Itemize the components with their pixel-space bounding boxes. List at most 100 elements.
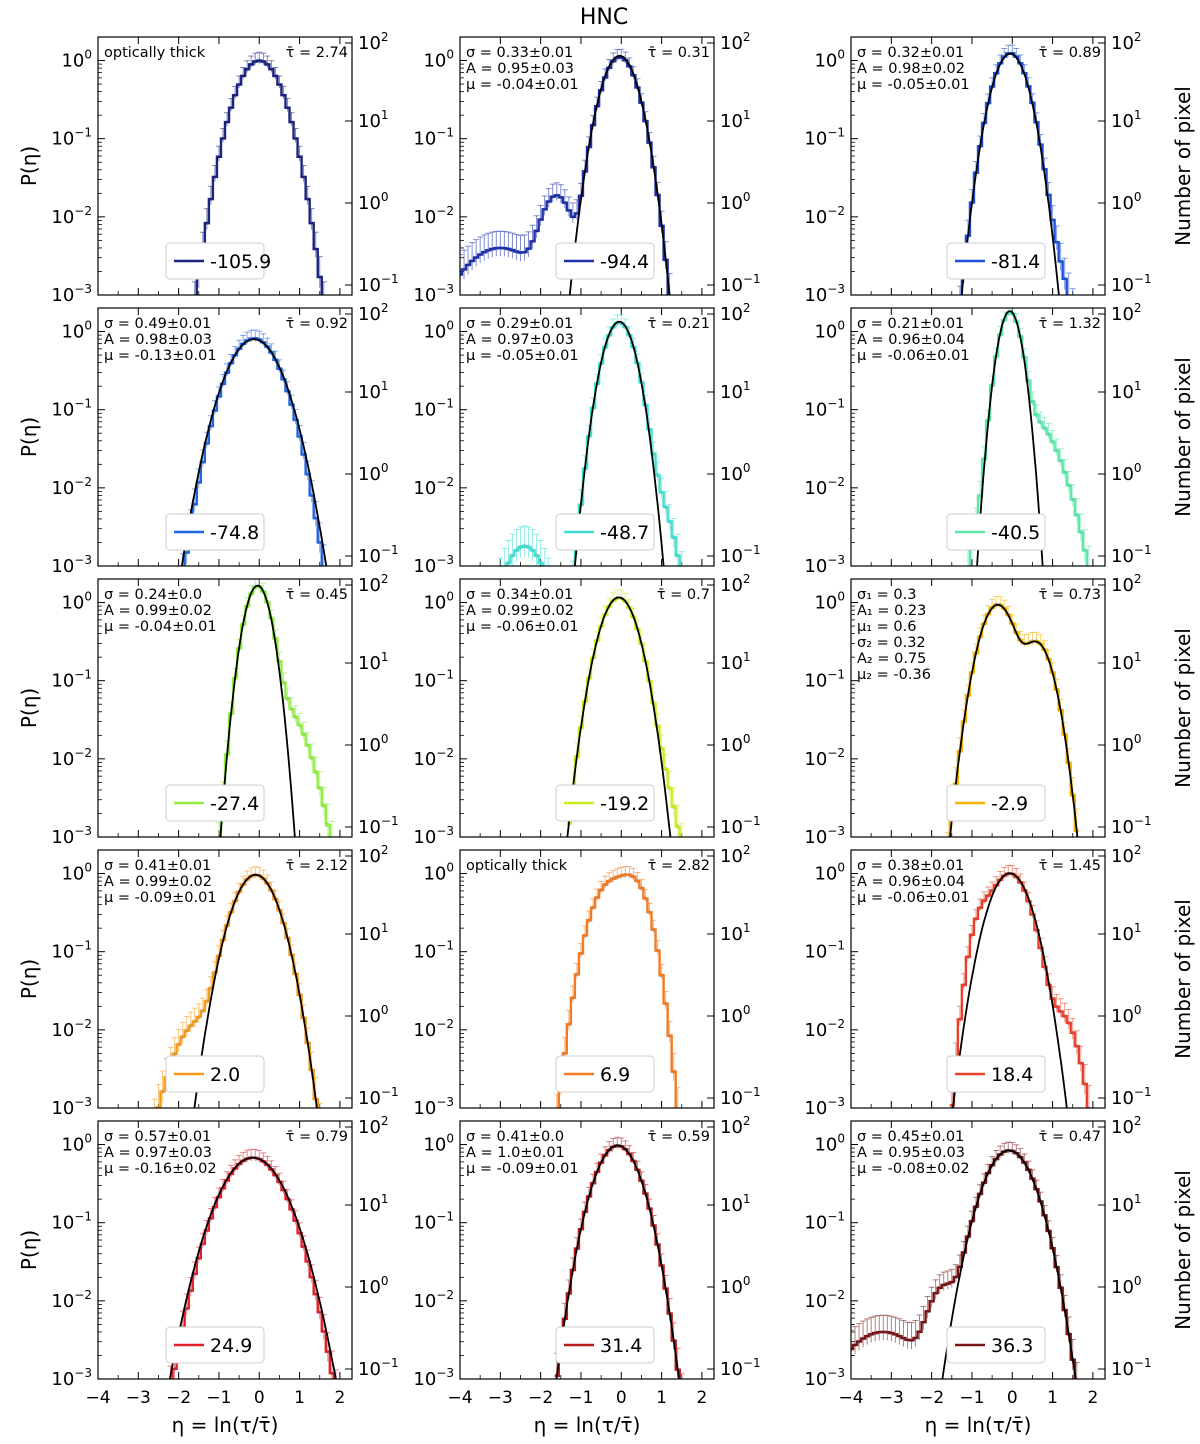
tick-exponent: −1 <box>827 397 845 411</box>
tick-exponent: 2 <box>743 1114 751 1128</box>
tick-base: 10 <box>61 322 84 343</box>
legend-box <box>165 1055 265 1093</box>
left-tick-label: 10−2 <box>413 1288 454 1312</box>
tick-base: 10 <box>358 1117 381 1138</box>
x-tick-label: −3 <box>126 1388 151 1408</box>
x-tick-label: −1 <box>959 1388 984 1408</box>
left-tick-label: 10−2 <box>804 746 845 770</box>
tick-base: 10 <box>358 1006 381 1027</box>
right-tick-label: 100 <box>358 190 389 214</box>
left-tick-label: 100 <box>814 48 845 72</box>
fit-curve <box>951 872 1068 1108</box>
fit-curve <box>568 54 671 295</box>
tick-base: 10 <box>51 400 74 421</box>
tick-exponent: −2 <box>74 475 92 489</box>
tick-exponent: 2 <box>381 843 389 857</box>
tick-base: 10 <box>1111 653 1134 674</box>
panel-frame <box>850 578 1106 838</box>
left-tick-label: 10−3 <box>804 824 845 848</box>
panel-frame <box>850 849 1106 1109</box>
tick-exponent: −2 <box>827 1288 845 1302</box>
tick-exponent: 0 <box>84 590 92 604</box>
tick-exponent: −2 <box>74 1288 92 1302</box>
data-point <box>330 844 334 848</box>
panel-data <box>565 589 685 837</box>
data-point <box>1087 568 1091 572</box>
left-tick-label: 10−1 <box>804 668 845 692</box>
tick-base: 10 <box>358 275 381 296</box>
left-tick-label: 10−1 <box>51 1210 92 1234</box>
tick-base: 10 <box>814 322 837 343</box>
left-tick-label: 10−3 <box>51 553 92 577</box>
tick-base: 10 <box>1111 817 1134 838</box>
legend-box <box>555 784 655 822</box>
right-tick-label: 100 <box>1111 1274 1142 1298</box>
legend: -2.9 <box>946 784 1046 822</box>
right-tick-label: 101 <box>720 1192 751 1216</box>
tick-base: 10 <box>413 1369 436 1390</box>
left-tick-label: 100 <box>423 48 454 72</box>
tick-base: 10 <box>358 924 381 945</box>
panel-frame <box>850 1120 1106 1380</box>
tick-base: 10 <box>804 1020 827 1041</box>
tick-base: 10 <box>720 575 743 596</box>
tick-exponent: 1 <box>1134 379 1142 393</box>
tick-exponent: 0 <box>446 319 454 333</box>
tick-base: 10 <box>804 671 827 692</box>
legend-box <box>555 1326 655 1364</box>
tick-exponent: 0 <box>84 861 92 875</box>
panel-annotation: σ = 0.29±0.01 <box>466 316 573 332</box>
right-axis-label: Number of pixel <box>1171 357 1195 517</box>
tick-exponent: −1 <box>1134 272 1152 286</box>
data-point <box>680 575 684 579</box>
tick-base: 10 <box>51 1098 74 1119</box>
left-tick-label: 10−3 <box>804 553 845 577</box>
panel-data <box>956 44 1076 295</box>
left-tick-label: 10−2 <box>413 1017 454 1041</box>
fit-curve <box>949 603 1079 837</box>
tick-base: 10 <box>358 111 381 132</box>
left-tick-label: 100 <box>61 1132 92 1156</box>
left-tick-label: 100 <box>61 319 92 343</box>
tau-bar-label: τ̄ = 0.7 <box>657 587 710 603</box>
tick-base: 10 <box>423 1135 446 1156</box>
panel-annotation: μ = -0.05±0.01 <box>466 348 579 364</box>
tick-exponent: 0 <box>837 861 845 875</box>
x-tick-label: 2 <box>1087 1388 1098 1408</box>
tick-exponent: −1 <box>381 814 399 828</box>
tick-base: 10 <box>358 382 381 403</box>
tick-base: 10 <box>1111 1195 1134 1216</box>
panel-annotation: A = 0.99±0.02 <box>104 603 212 619</box>
tick-base: 10 <box>358 575 381 596</box>
tick-base: 10 <box>1111 924 1134 945</box>
tick-base: 10 <box>720 304 743 325</box>
tick-base: 10 <box>720 846 743 867</box>
fit-curve <box>219 584 296 837</box>
legend: 2.0 <box>165 1055 265 1093</box>
left-tick-label: 100 <box>814 1132 845 1156</box>
left-tick-label: 10−1 <box>804 939 845 963</box>
tick-base: 10 <box>61 593 84 614</box>
tick-base: 10 <box>1111 846 1134 867</box>
panel-annotation: μ = -0.08±0.02 <box>857 1161 970 1177</box>
right-tick-label: 100 <box>720 732 751 756</box>
tick-exponent: 2 <box>743 301 751 315</box>
tick-base: 10 <box>720 1359 743 1380</box>
tick-base: 10 <box>804 827 827 848</box>
panel-annotation: A = 0.96±0.04 <box>857 874 965 890</box>
legend-box <box>555 1055 655 1093</box>
tick-base: 10 <box>413 749 436 770</box>
legend: 18.4 <box>946 1055 1046 1093</box>
tick-base: 10 <box>51 1291 74 1312</box>
right-tick-label: 100 <box>720 1003 751 1027</box>
left-tick-label: 10−3 <box>413 824 454 848</box>
left-tick-label: 10−2 <box>51 204 92 228</box>
tau-bar-label: τ̄ = 2.12 <box>286 858 348 874</box>
panel-annotation: A = 0.95±0.03 <box>857 1145 965 1161</box>
tick-base: 10 <box>358 1195 381 1216</box>
legend: -48.7 <box>555 513 655 551</box>
tick-base: 10 <box>413 556 436 577</box>
